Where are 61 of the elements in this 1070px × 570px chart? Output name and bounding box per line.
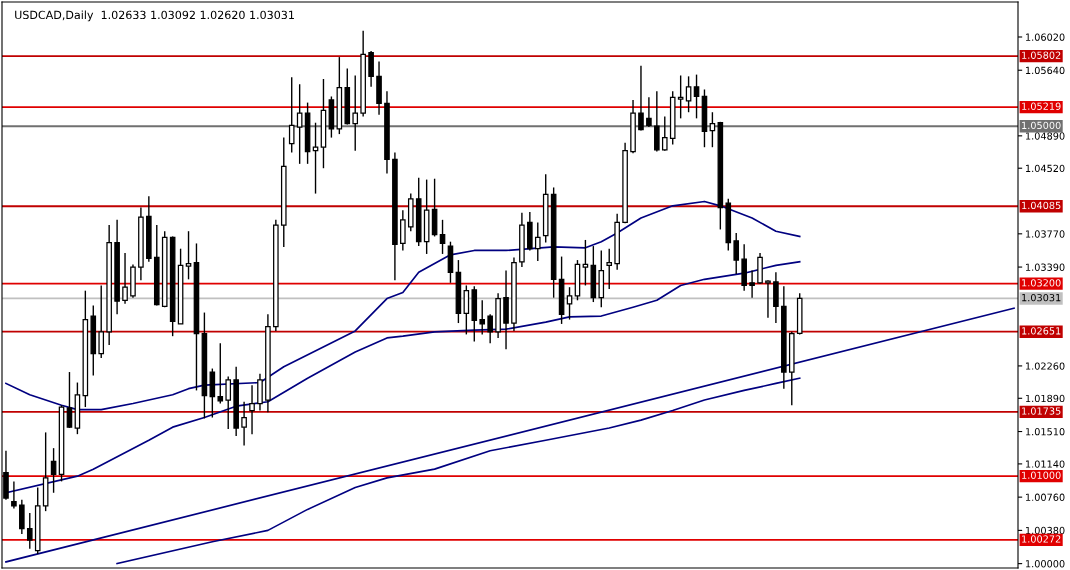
candlestick (693, 73, 700, 120)
candlestick (400, 209, 406, 252)
ref-line-label: 1.05219 (1022, 102, 1061, 110)
y-tick-label: 1.06020 (1026, 33, 1065, 41)
y-tick-label: 1.04890 (1026, 132, 1065, 140)
y-tick-label: 1.02260 (1026, 362, 1065, 370)
candlestick (487, 313, 493, 344)
candlestick (677, 74, 684, 120)
y-tick-label: 1.01140 (1026, 460, 1065, 468)
candlestick (733, 232, 740, 275)
candlestick (26, 512, 33, 550)
candlestick (257, 373, 263, 412)
y-tick-label: 1.03390 (1026, 263, 1065, 271)
line-series (116, 377, 801, 565)
candlestick (638, 65, 644, 132)
candlestick (241, 401, 247, 447)
text: USDCAD,Daily 1.02633 1.03092 1.02620 1.03031 (15, 10, 294, 22)
ref-line-label: 1.01000 (1022, 471, 1061, 479)
y-tick-label: 1.01890 (1026, 394, 1065, 403)
ref-line-label: 1.00272 (1022, 535, 1061, 543)
y-tick-label: 1.01510 (1026, 428, 1065, 436)
candlestick (122, 252, 128, 305)
ref-line-label: 1.05802 (1022, 51, 1061, 59)
candlestick (185, 230, 192, 281)
y-tick-label: 1.03770 (1026, 230, 1065, 238)
candlestick (606, 248, 613, 290)
y-tick-label: 1.00760 (1026, 493, 1065, 501)
candlestick (479, 299, 486, 336)
candlestick (352, 74, 359, 152)
ref-line-label: 1.05000 (1022, 121, 1061, 130)
ref-line-label: 1.04085 (1022, 201, 1061, 210)
candlestick (217, 342, 224, 405)
line-series (5, 200, 801, 411)
candlestick (19, 499, 25, 535)
candlestick (463, 284, 470, 336)
candlestick (288, 76, 295, 154)
candlestick (98, 284, 105, 359)
candlestick (534, 221, 541, 262)
candlestick (439, 219, 446, 255)
candlestick (654, 90, 660, 153)
ref-line-label: 1.03031 (1022, 293, 1061, 302)
ref-line-label: 1.02651 (1022, 327, 1061, 335)
candlestick (368, 50, 374, 88)
candlestick (249, 384, 255, 435)
y-tick-label: 1.04520 (1026, 164, 1065, 173)
candlestick (296, 83, 303, 165)
candlestick (749, 269, 755, 299)
candlestick (646, 96, 652, 128)
y-tick-label: 1.00380 (1026, 526, 1065, 535)
ref-line-label: 1.03200 (1022, 279, 1061, 287)
candlestick (566, 286, 573, 321)
candlestick (582, 239, 589, 287)
y-tick-label: 1.00000 (1026, 560, 1065, 568)
candlestick (225, 375, 232, 430)
y-tick-label: 1.05640 (1026, 66, 1065, 75)
candlestick (661, 115, 668, 152)
ref-line-label: 1.01735 (1022, 407, 1061, 415)
candlestick (685, 75, 692, 113)
candlestick (11, 480, 17, 510)
candlestick (765, 279, 771, 319)
candlestick (66, 371, 73, 429)
